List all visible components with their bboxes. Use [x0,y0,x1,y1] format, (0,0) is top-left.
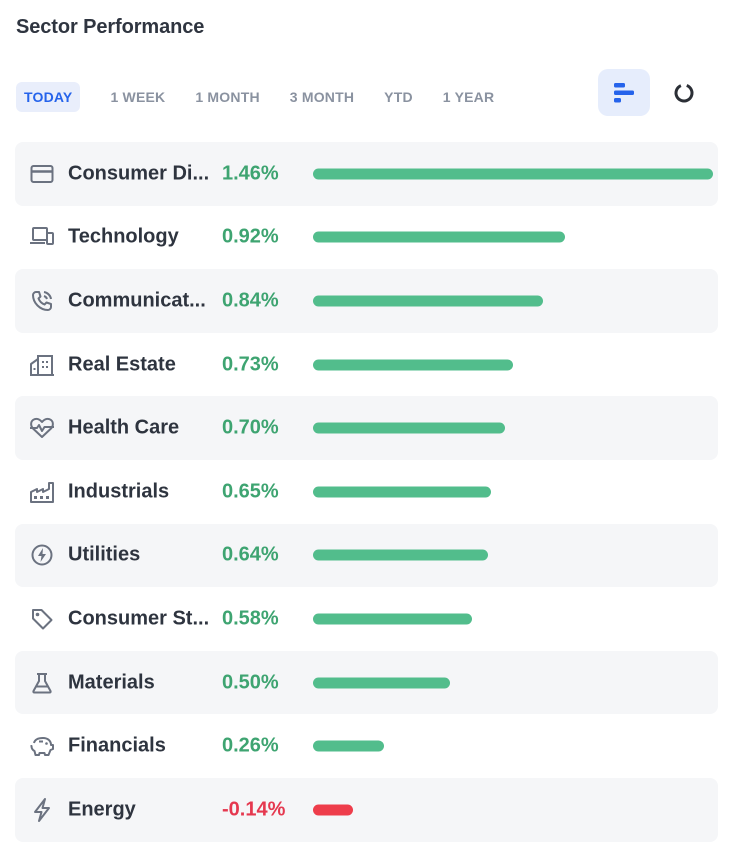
sector-name: Consumer St... [68,607,210,630]
sector-row[interactable]: Utilities 0.64% [15,523,718,588]
piggy-bank-icon [29,733,55,759]
sector-name: Health Care [68,416,180,439]
sector-bar [313,613,472,625]
bar-view-button[interactable] [598,69,650,116]
flame-icon [29,542,55,568]
donut-chart-icon [674,83,694,102]
sector-name: Industrials [68,480,170,503]
tag-icon [29,606,55,632]
sector-bar [313,422,505,434]
sector-row[interactable]: Real Estate 0.73% [15,333,718,397]
sector-change-percent: 0.65% [222,480,279,503]
sector-change-percent: -0.14% [222,798,286,821]
sector-change-percent: 0.92% [222,225,279,248]
sector-bar [313,549,488,561]
sector-row[interactable]: Consumer Di... 1.46% [15,142,718,206]
devices-icon [29,224,55,250]
sector-bar [313,359,513,371]
sector-change-percent: 0.73% [222,353,279,376]
sector-name: Financials [68,734,166,757]
sector-row[interactable]: Financials 0.26% [15,714,718,778]
sector-change-percent: 0.58% [222,607,279,630]
sector-name: Real Estate [68,353,176,376]
widget-title: Sector Performance [16,16,205,38]
sector-bar [313,740,384,752]
flask-icon [29,670,55,696]
phone-icon [29,288,55,314]
sector-change-percent: 0.26% [222,734,279,757]
sector-name: Consumer Di... [68,162,210,185]
tab-3-month[interactable]: 3 MONTH [289,89,355,105]
sector-row[interactable]: Health Care 0.70% [15,396,718,460]
tab-1-month[interactable]: 1 MONTH [195,89,260,105]
lightning-icon [29,797,55,823]
tab-1-week[interactable]: 1 WEEK [110,89,166,105]
sector-bar [313,168,713,180]
sector-name: Technology [68,225,179,248]
credit-card-icon [29,161,55,187]
heartbeat-icon [29,415,55,441]
sector-name: Energy [68,798,136,821]
donut-view-button[interactable] [658,69,710,116]
sector-list: Consumer Di... 1.46% Technology 0.92% Commun… [15,142,718,842]
sector-bar [313,231,565,243]
sector-row[interactable]: Consumer St... 0.58% [15,587,718,651]
sector-change-percent: 0.50% [222,671,279,694]
tab-1-year[interactable]: 1 YEAR [442,89,495,105]
sector-row[interactable]: Energy -0.14% [15,777,718,842]
sector-change-percent: 0.64% [222,543,279,566]
sector-row[interactable]: Technology 0.92% [15,206,718,270]
sector-row[interactable]: Communicat... 0.84% [15,269,718,333]
sector-name: Communicat... [68,289,206,312]
sector-change-percent: 0.70% [222,416,279,439]
tab-ytd[interactable]: YTD [384,89,413,105]
tab-today[interactable]: TODAY [16,82,81,112]
bar-chart-icon [614,82,634,102]
sector-row[interactable]: Industrials 0.65% [15,460,718,524]
sector-bar [313,804,353,816]
sector-change-percent: 0.84% [222,289,279,312]
sector-change-percent: 1.46% [222,162,279,185]
sector-row[interactable]: Materials 0.50% [15,650,718,715]
buildings-icon [29,352,55,378]
sector-bar [313,486,491,498]
sector-bar [313,295,543,307]
sector-name: Materials [68,671,155,694]
time-range-tabs: TODAY 1 WEEK 1 MONTH 3 MONTH YTD 1 YEAR [16,82,516,112]
sector-bar [313,677,450,689]
sector-name: Utilities [68,543,141,566]
factory-icon [29,479,55,505]
